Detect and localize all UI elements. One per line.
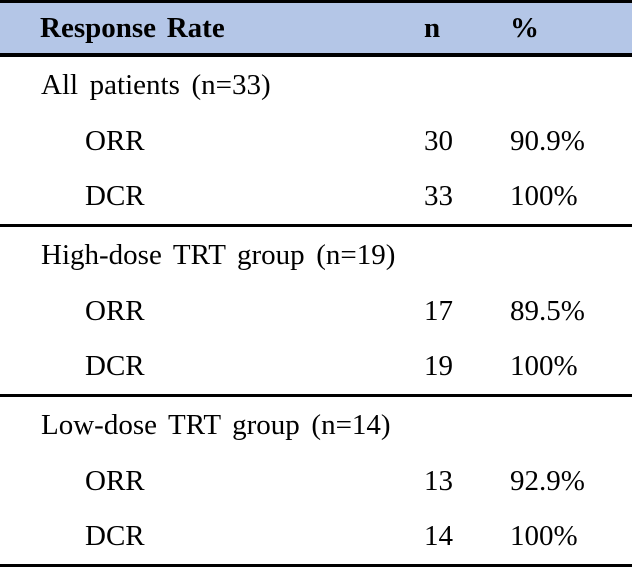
table-row: DCR 33 100% <box>0 169 632 224</box>
group-label-all-patients: All patients (n=33) <box>41 69 271 101</box>
row-value-n: 13 <box>424 465 453 497</box>
header-col-percent: % <box>510 11 539 44</box>
row-label-dcr: DCR <box>85 350 145 382</box>
row-value-percent: 100% <box>510 180 578 212</box>
group-label-low-dose: Low-dose TRT group (n=14) <box>41 409 391 441</box>
table-row: ORR 17 89.5% <box>0 284 632 339</box>
section-low-dose-trt: Low-dose TRT group (n=14) ORR 13 92.9% D… <box>0 397 632 567</box>
row-value-percent: 100% <box>510 520 578 552</box>
row-value-n: 14 <box>424 520 453 552</box>
row-value-n: 33 <box>424 180 453 212</box>
row-value-n: 17 <box>424 295 453 327</box>
row-label-orr: ORR <box>85 295 145 327</box>
table-row: ORR 30 90.9% <box>0 114 632 169</box>
row-value-n: 30 <box>424 125 453 157</box>
table-header-row: Response Rate n % <box>0 0 632 57</box>
table-row: ORR 13 92.9% <box>0 454 632 509</box>
section-all-patients: All patients (n=33) ORR 30 90.9% DCR 33 … <box>0 57 632 227</box>
section-high-dose-trt: High-dose TRT group (n=19) ORR 17 89.5% … <box>0 227 632 397</box>
row-label-orr: ORR <box>85 465 145 497</box>
row-value-percent: 89.5% <box>510 295 585 327</box>
header-response-rate: Response Rate <box>40 11 225 44</box>
group-label-high-dose: High-dose TRT group (n=19) <box>41 239 396 271</box>
row-value-percent: 92.9% <box>510 465 585 497</box>
row-value-n: 19 <box>424 350 453 382</box>
row-value-percent: 100% <box>510 350 578 382</box>
table-row: DCR 19 100% <box>0 339 632 394</box>
row-label-dcr: DCR <box>85 520 145 552</box>
row-label-dcr: DCR <box>85 180 145 212</box>
header-col-n: n <box>424 11 441 44</box>
row-label-orr: ORR <box>85 125 145 157</box>
table-row: DCR 14 100% <box>0 509 632 564</box>
row-value-percent: 90.9% <box>510 125 585 157</box>
